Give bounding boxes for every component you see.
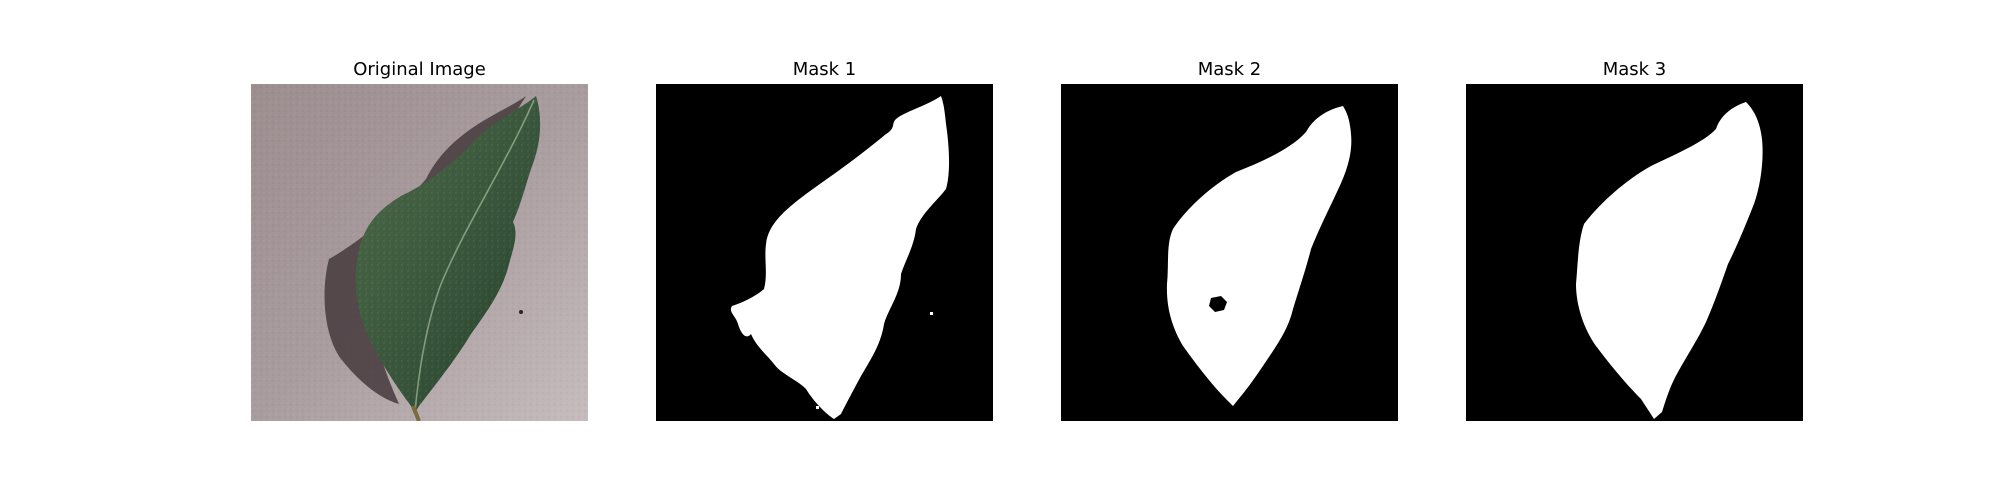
leaf-stem [411, 405, 421, 421]
panel-title: Mask 1 [792, 59, 857, 80]
mask-1-image [656, 84, 993, 421]
mask-2-leaf-region [1166, 106, 1352, 406]
panel-title: Mask 2 [1197, 59, 1262, 80]
panel-title: Original Image [353, 59, 486, 80]
panel-mask-3: Mask 3 [1466, 0, 1803, 500]
panel-mask-1: Mask 1 [656, 0, 993, 500]
original-leaf-photo [251, 84, 588, 421]
mask-1-leaf-region [730, 96, 950, 419]
leaf-midrib [414, 99, 535, 413]
mask-3-image [1466, 84, 1803, 421]
mask-2-hole [1209, 296, 1227, 312]
panel-mask-2: Mask 2 [1061, 0, 1398, 500]
panel-title: Mask 3 [1602, 59, 1667, 80]
mask-2-image [1061, 84, 1398, 421]
panel-original-image: Original Image [251, 0, 588, 500]
mask-3-leaf-region [1576, 102, 1763, 419]
